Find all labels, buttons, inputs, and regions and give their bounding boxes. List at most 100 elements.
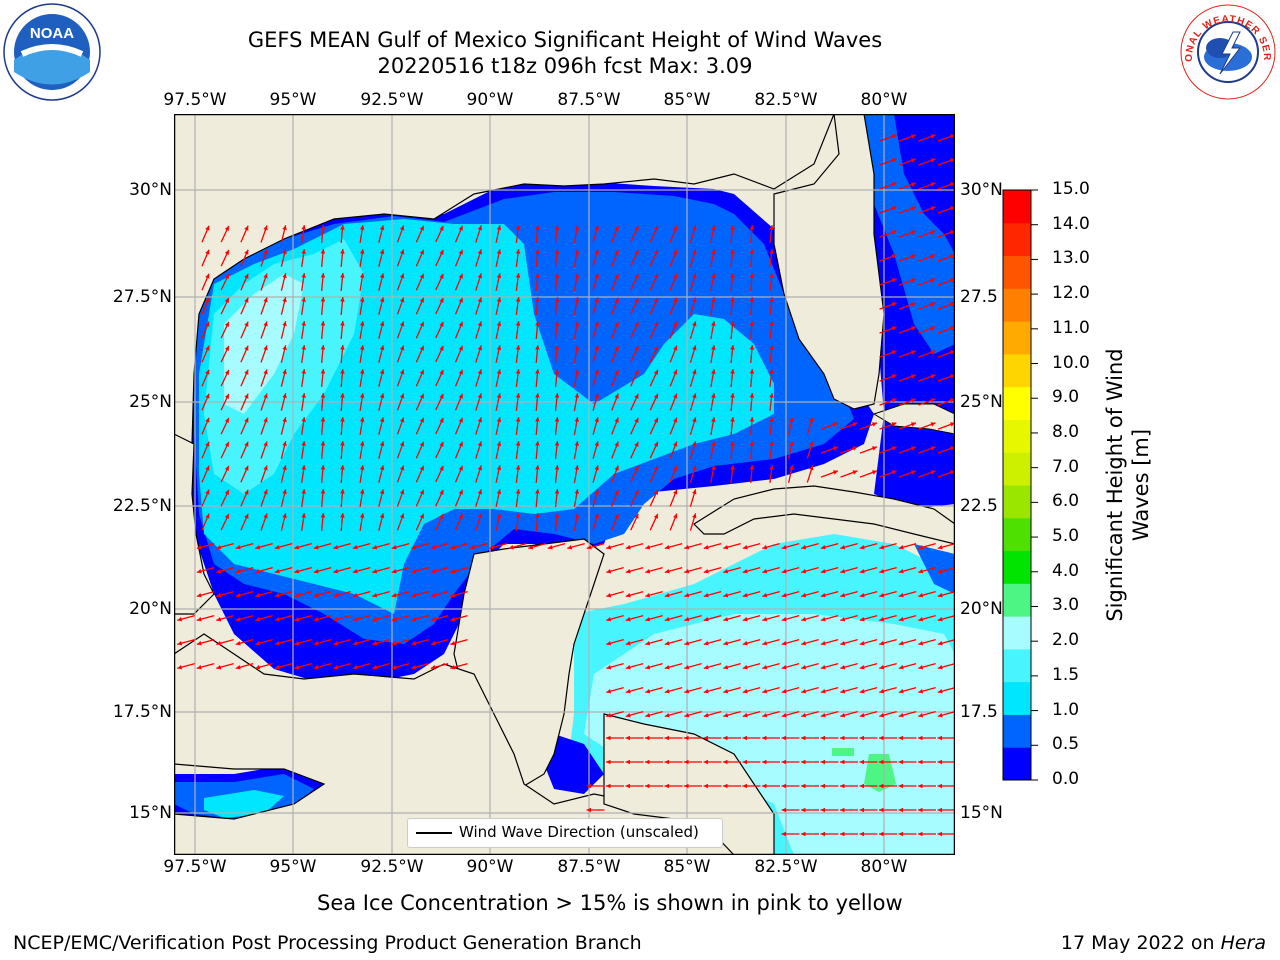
arrow-head bbox=[535, 441, 540, 446]
arrow-head bbox=[594, 345, 599, 351]
arrow-head bbox=[359, 513, 365, 518]
arrow-head bbox=[684, 640, 690, 646]
arrow-head bbox=[673, 273, 678, 279]
arrow-head bbox=[891, 326, 897, 331]
colorbar-tick-label: 8.0 bbox=[1052, 421, 1080, 442]
arrow-head bbox=[692, 489, 697, 495]
colorbar-swatch bbox=[1003, 190, 1031, 224]
noaa-logo-icon: NOAA bbox=[2, 2, 102, 102]
arrow-head bbox=[458, 369, 463, 375]
arrow-head bbox=[653, 513, 658, 519]
arrow-head bbox=[809, 465, 814, 471]
arrow-head bbox=[891, 230, 897, 235]
arrow-head bbox=[645, 735, 650, 741]
arrow-head bbox=[664, 568, 670, 574]
arrow-head bbox=[930, 230, 936, 235]
arrow-head bbox=[282, 249, 287, 255]
arrow-head bbox=[255, 640, 261, 646]
arrow-head bbox=[430, 640, 436, 646]
arrow-head bbox=[450, 664, 456, 670]
arrow-head bbox=[918, 735, 923, 741]
arrow-head bbox=[535, 321, 540, 326]
arrow-head bbox=[742, 568, 748, 574]
arrow-head bbox=[898, 592, 904, 598]
arrow-head bbox=[359, 321, 365, 326]
arrow-head bbox=[762, 568, 768, 574]
arrow-head bbox=[625, 544, 631, 550]
arrow-head bbox=[891, 374, 897, 379]
arrow-head bbox=[910, 398, 916, 403]
arrow-head bbox=[859, 783, 864, 789]
arrow-head bbox=[535, 273, 540, 278]
arrow-head bbox=[614, 513, 619, 519]
arrow-head bbox=[749, 345, 755, 350]
arrow-head bbox=[496, 321, 502, 327]
us-gulf-coast bbox=[174, 114, 835, 445]
arrow-head bbox=[891, 422, 897, 427]
arrow-head bbox=[554, 441, 560, 446]
arrow-head bbox=[399, 417, 405, 423]
arrow-head bbox=[614, 225, 619, 231]
arrow-head bbox=[762, 544, 768, 550]
arrow-head bbox=[177, 640, 183, 646]
arrow-head bbox=[477, 417, 483, 423]
arrow-head bbox=[762, 783, 767, 789]
arrow-head bbox=[898, 759, 903, 765]
arrow-head bbox=[372, 664, 378, 670]
arrow-head bbox=[320, 225, 326, 230]
arrow-head bbox=[574, 513, 580, 518]
lat-tick-left: 25°N bbox=[129, 392, 172, 412]
arrow-head bbox=[282, 441, 287, 447]
arrow-head bbox=[359, 441, 365, 446]
arrow-head bbox=[859, 831, 864, 837]
arrow-head bbox=[749, 273, 755, 278]
colorbar-swatch bbox=[1003, 485, 1031, 519]
arrow-head bbox=[692, 393, 697, 399]
arrow-head bbox=[949, 158, 955, 163]
arrow-head bbox=[832, 470, 838, 475]
arrow-head bbox=[801, 807, 806, 813]
arrow-head bbox=[820, 592, 826, 598]
arrow-head bbox=[458, 489, 463, 495]
arrow-head bbox=[255, 544, 261, 550]
arrow-head bbox=[567, 544, 573, 550]
arrow-head bbox=[730, 369, 735, 374]
arrow-head bbox=[379, 249, 385, 255]
arrow-head bbox=[528, 544, 534, 550]
arrow-head bbox=[282, 297, 287, 303]
arrow-head bbox=[263, 345, 268, 351]
arrow-head bbox=[840, 759, 845, 765]
arrow-head bbox=[634, 513, 639, 519]
arrow-head bbox=[949, 470, 955, 475]
arrow-head bbox=[606, 688, 612, 694]
arrow-head bbox=[664, 783, 669, 789]
arrow-head bbox=[769, 441, 774, 446]
arrow-head bbox=[937, 735, 942, 741]
arrow-head bbox=[594, 297, 599, 303]
arrow-head bbox=[910, 134, 916, 139]
arrow-head bbox=[477, 513, 483, 519]
arrow-head bbox=[859, 616, 865, 622]
arrow-head bbox=[625, 783, 630, 789]
arrow-head bbox=[930, 182, 936, 187]
arrow-head bbox=[263, 321, 268, 327]
arrow-head bbox=[294, 616, 300, 622]
arrow-head bbox=[711, 225, 716, 230]
arrow-head bbox=[274, 640, 280, 646]
arrow-head bbox=[749, 465, 755, 470]
arrow-head bbox=[673, 489, 678, 495]
arrow-head bbox=[391, 640, 397, 646]
chart-subtitle: 20220516 t18z 096h fcst Max: 3.09 bbox=[377, 54, 753, 78]
arrow-head bbox=[723, 544, 729, 550]
arrow-head bbox=[515, 417, 521, 422]
arrow-head bbox=[320, 345, 326, 350]
arrow-head bbox=[918, 664, 924, 670]
arrow-head bbox=[496, 441, 502, 447]
legend-line-icon bbox=[416, 832, 452, 834]
arrow-head bbox=[859, 544, 865, 550]
arrow-head bbox=[742, 735, 747, 741]
arrow-head bbox=[359, 393, 365, 398]
bahamas bbox=[872, 403, 955, 435]
arrow-head bbox=[263, 441, 268, 447]
arrow-head bbox=[937, 616, 943, 622]
